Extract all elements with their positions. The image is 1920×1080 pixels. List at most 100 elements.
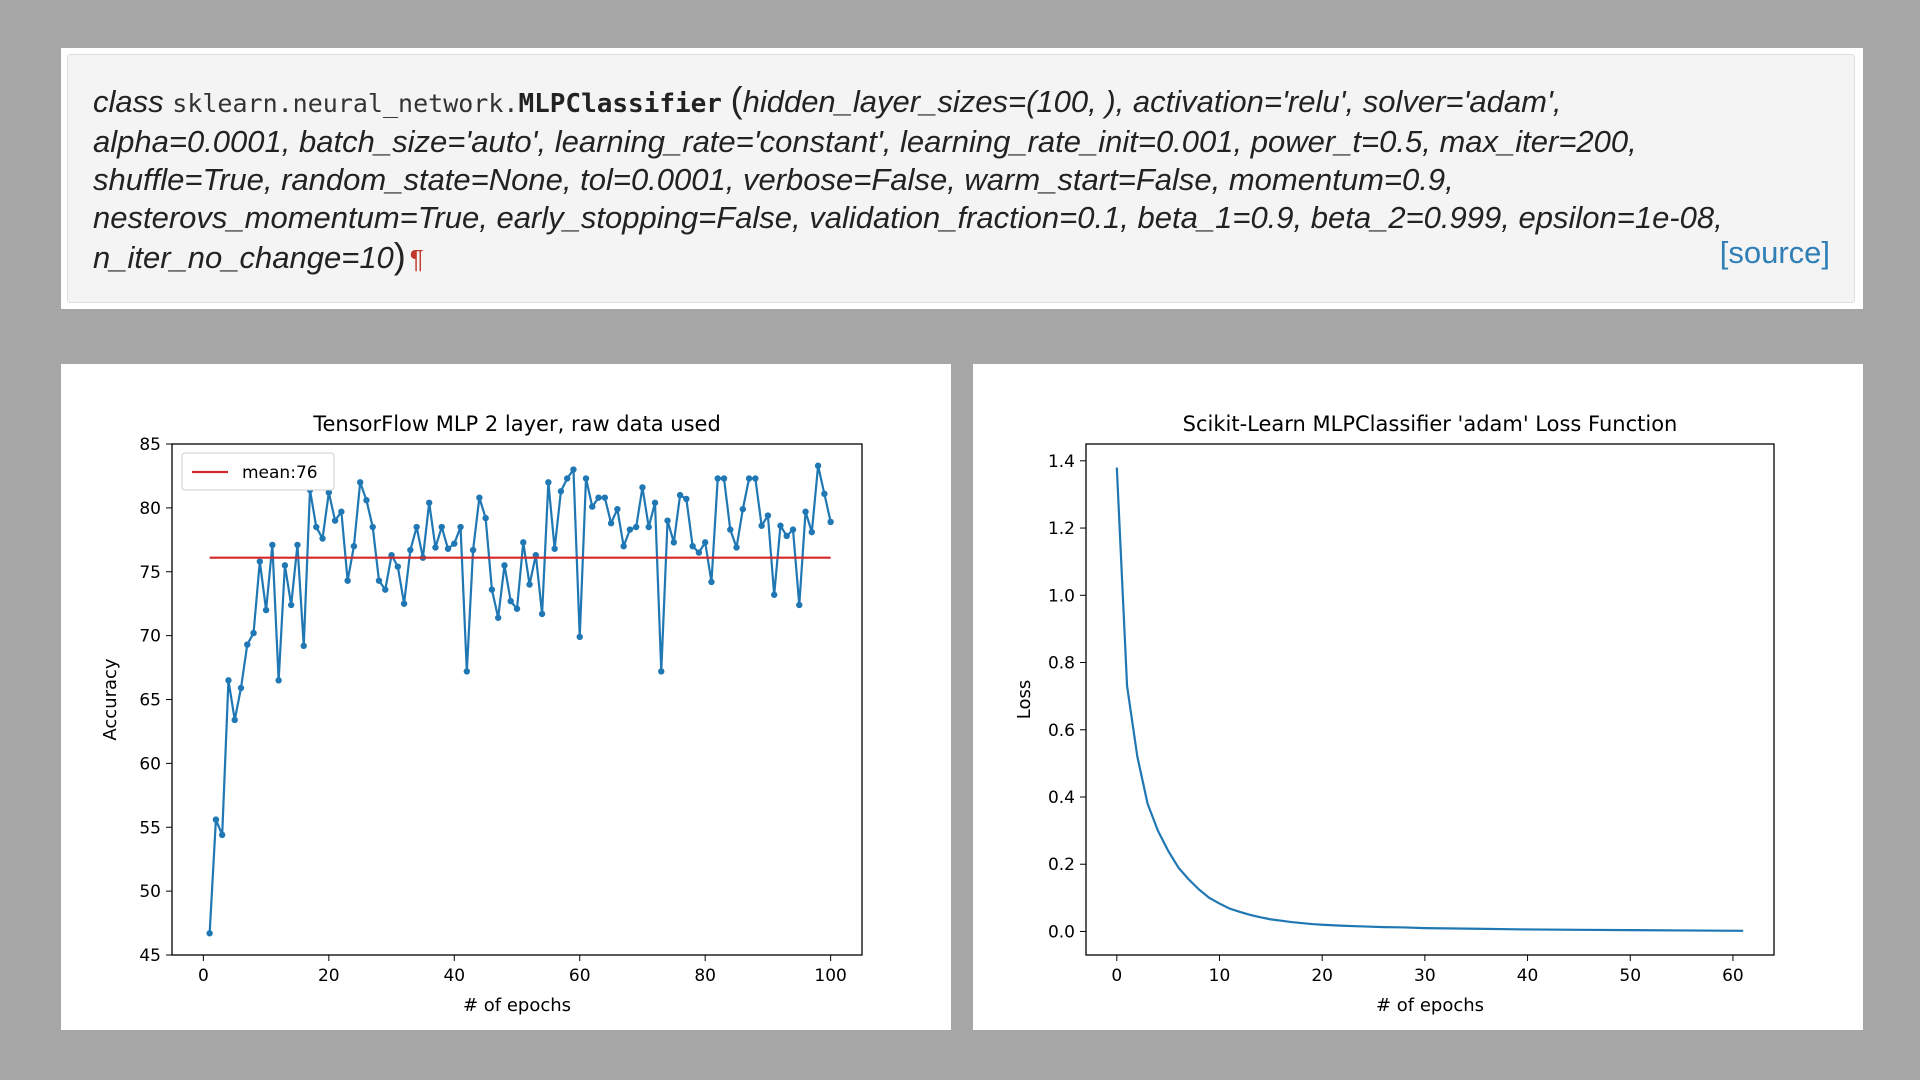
data-point (620, 543, 627, 550)
x-tick-label: 0 (198, 966, 209, 986)
data-point (676, 491, 684, 499)
data-point (300, 642, 307, 650)
signature-box: class sklearn.neural_network.MLPClassifi… (67, 54, 1855, 303)
data-point (576, 633, 583, 641)
data-point (344, 577, 351, 584)
data-point (589, 503, 596, 510)
data-point (526, 581, 533, 588)
data-point (626, 526, 634, 533)
data-point (356, 479, 364, 486)
data-point (658, 668, 665, 675)
open-paren: ( (730, 79, 743, 120)
data-point (507, 597, 514, 605)
x-tick-label: 0 (1111, 966, 1122, 986)
data-point (714, 475, 721, 482)
y-axis-label: Loss (1014, 680, 1035, 719)
data-point (545, 479, 552, 486)
data-point (488, 586, 496, 593)
x-tick-label: 40 (443, 966, 465, 986)
plot-series-group (1115, 467, 1744, 932)
data-point (494, 614, 502, 621)
y-axis-label: Accuracy (100, 658, 121, 741)
y-tick-label: 1.0 (1048, 586, 1075, 606)
data-point (444, 545, 452, 552)
param-line-4: nesterovs_momentum=True, early_stopping=… (93, 200, 1723, 235)
data-point (614, 505, 621, 513)
data-point (664, 517, 671, 524)
doc-signature-panel: class sklearn.neural_network.MLPClassifi… (61, 48, 1863, 309)
data-point (601, 494, 609, 501)
y-tick-label: 85 (139, 435, 161, 455)
data-point (469, 546, 477, 554)
signature-line-5: n_iter_no_change=10) ¶ (93, 237, 1832, 278)
param-line-2: alpha=0.0001, batch_size='auto', learnin… (93, 124, 1637, 159)
data-point (720, 475, 728, 482)
data-point (501, 562, 508, 569)
data-point (783, 532, 790, 540)
source-link[interactable]: [source] (1719, 235, 1830, 270)
y-tick-label: 0.6 (1048, 721, 1075, 741)
x-tick-label: 60 (1722, 966, 1744, 986)
data-point (413, 523, 420, 531)
legend-label: mean:76 (242, 463, 318, 483)
plot-frame (171, 443, 863, 956)
data-point (331, 517, 339, 524)
data-point (689, 543, 696, 550)
data-point (538, 610, 546, 618)
data-point (796, 601, 803, 609)
data-point (827, 518, 834, 526)
x-tick-label: 40 (1517, 966, 1539, 986)
data-point (313, 523, 320, 531)
accuracy-chart: TensorFlow MLP 2 layer, raw data used 0 20… (100, 412, 863, 1016)
data-point (269, 541, 276, 549)
series-line-0 (208, 464, 832, 934)
y-tick-label: 1.4 (1048, 452, 1075, 472)
data-point (632, 523, 640, 531)
data-point (476, 494, 483, 501)
data-point (325, 489, 333, 496)
param-line-3: shuffle=True, random_state=None, tol=0.0… (93, 162, 1454, 197)
data-point (294, 541, 301, 549)
param-line-1: hidden_layer_sizes=(100, ), activation='… (742, 84, 1562, 119)
legend-box (181, 452, 335, 491)
data-point (645, 523, 652, 531)
data-point (764, 512, 772, 519)
data-point (407, 546, 414, 554)
data-point (212, 816, 220, 823)
x-tick-label: 50 (1619, 966, 1641, 986)
permalink-pilcrow-icon[interactable]: ¶ (409, 244, 424, 274)
data-point (557, 488, 565, 495)
signature-line-1: class sklearn.neural_network.MLPClassifi… (93, 81, 1832, 123)
data-point (520, 539, 527, 546)
data-point (369, 523, 376, 531)
data-point (701, 539, 709, 546)
data-point (513, 605, 521, 612)
close-paren: ) (393, 235, 406, 276)
data-point (225, 677, 232, 684)
y-tick-label: 0.4 (1048, 788, 1075, 808)
data-point (695, 549, 703, 556)
data-point (432, 544, 439, 551)
class-keyword: class (93, 84, 164, 119)
x-tick-label: 10 (1209, 966, 1231, 986)
data-point (821, 490, 828, 498)
data-point (287, 601, 295, 609)
data-point (319, 535, 326, 542)
plot-frame (1085, 443, 1775, 956)
data-point (570, 466, 577, 473)
x-tick-label: 60 (569, 966, 591, 986)
y-tick-label: 50 (139, 882, 161, 902)
y-tick-label: 0.8 (1048, 654, 1075, 674)
data-point (670, 539, 678, 546)
data-point (250, 629, 257, 637)
loss-chart-panel: Scikit-Learn MLPClassifier 'adam' Loss F… (973, 364, 1863, 1030)
data-point (262, 606, 270, 614)
data-point (338, 508, 345, 515)
data-point (582, 475, 590, 482)
data-point (745, 475, 753, 482)
data-point (777, 522, 784, 529)
data-point (394, 563, 402, 570)
data-point (438, 523, 445, 531)
data-point (382, 586, 389, 593)
x-tick-label: 30 (1414, 966, 1436, 986)
